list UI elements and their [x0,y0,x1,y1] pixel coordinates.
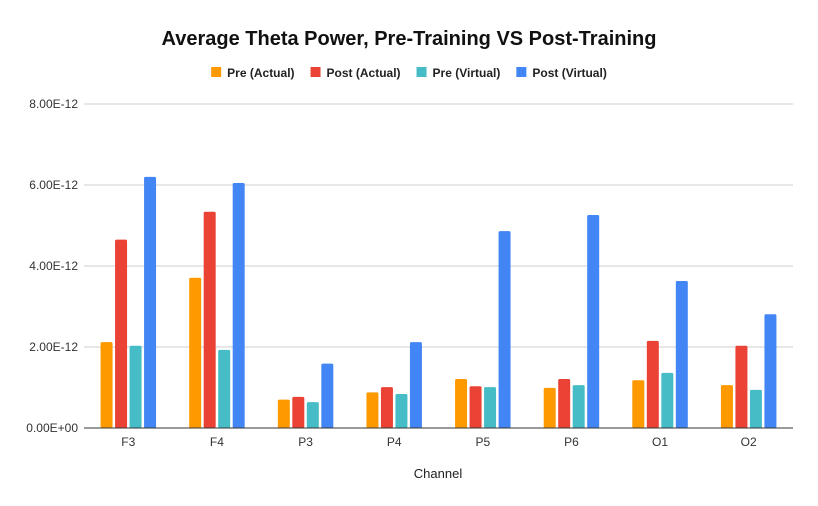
legend-label: Post (Virtual) [532,66,606,80]
bar-p3-post-virtual [321,363,334,428]
bar-o2-pre-actual [720,385,733,428]
bar-p4-post-virtual [409,342,422,428]
bar-p6-post-actual [558,378,571,428]
bar-p3-pre-actual [277,399,290,428]
bar-p5-pre-virtual [484,387,497,428]
y-tick-label: 2.00E-12 [29,340,78,354]
bar-o2-post-virtual [764,314,777,428]
bar-f3-post-actual [115,239,128,428]
bar-p3-pre-virtual [306,402,319,428]
bar-o2-post-actual [735,345,748,428]
bar-f4-post-actual [203,211,216,428]
legend-swatch [211,67,222,77]
legend-label: Pre (Virtual) [433,66,501,80]
bar-o1-pre-actual [632,380,645,428]
bar-p5-post-actual [469,386,482,428]
bar-p5-pre-actual [455,378,468,428]
bar-p4-pre-actual [366,392,379,428]
bars [100,176,777,428]
x-tick-label: O2 [741,435,757,449]
legend: Pre (Actual) Post (Actual) Pre (Virtual) Po… [211,66,607,80]
x-tick-label: P6 [564,435,579,449]
bar-f4-post-virtual [232,182,245,428]
x-tick-label: P4 [387,435,402,449]
x-axis-label: Channel [414,466,463,481]
x-tick-label: P3 [298,435,313,449]
bar-f3-pre-virtual [129,345,142,428]
y-tick-label: 6.00E-12 [29,178,78,192]
legend-label: Post (Actual) [327,66,401,80]
bar-p6-pre-actual [543,387,556,428]
bar-p6-post-virtual [587,214,600,428]
y-tick-label: 0.00E+00 [26,421,78,435]
bar-o1-post-virtual [675,280,688,428]
bar-f4-pre-actual [189,277,202,428]
x-tick-label: O1 [652,435,668,449]
bar-f4-pre-virtual [218,349,231,428]
bar-f3-post-virtual [144,176,157,428]
y-axis-ticks: 0.00E+00 2.00E-12 4.00E-12 6.00E-12 8.00E-12 [26,97,78,435]
legend-label: Pre (Actual) [227,66,294,80]
legend-swatch [516,67,527,77]
x-tick-label: F3 [121,435,135,449]
x-tick-label: F4 [210,435,224,449]
bar-p5-post-virtual [498,231,511,428]
y-tick-label: 4.00E-12 [29,259,78,273]
legend-swatch [310,67,321,77]
x-tick-label: P5 [475,435,490,449]
bar-p4-pre-virtual [395,393,408,428]
y-tick-label: 8.00E-12 [29,97,78,111]
chart-title: Average Theta Power, Pre-Training VS Pos… [162,28,657,50]
bar-p3-post-actual [292,396,305,428]
bar-f3-pre-actual [100,342,113,428]
x-axis-ticks: F3 F4 P3 P4 P5 P6 O1 O2 [121,435,757,449]
legend-swatch [416,67,427,77]
bar-o2-pre-virtual [749,389,762,428]
bar-p6-pre-virtual [572,385,585,428]
bar-o1-post-actual [646,340,659,428]
bar-o1-pre-virtual [661,372,674,428]
bar-p4-post-actual [380,387,393,428]
gridlines [84,103,793,348]
